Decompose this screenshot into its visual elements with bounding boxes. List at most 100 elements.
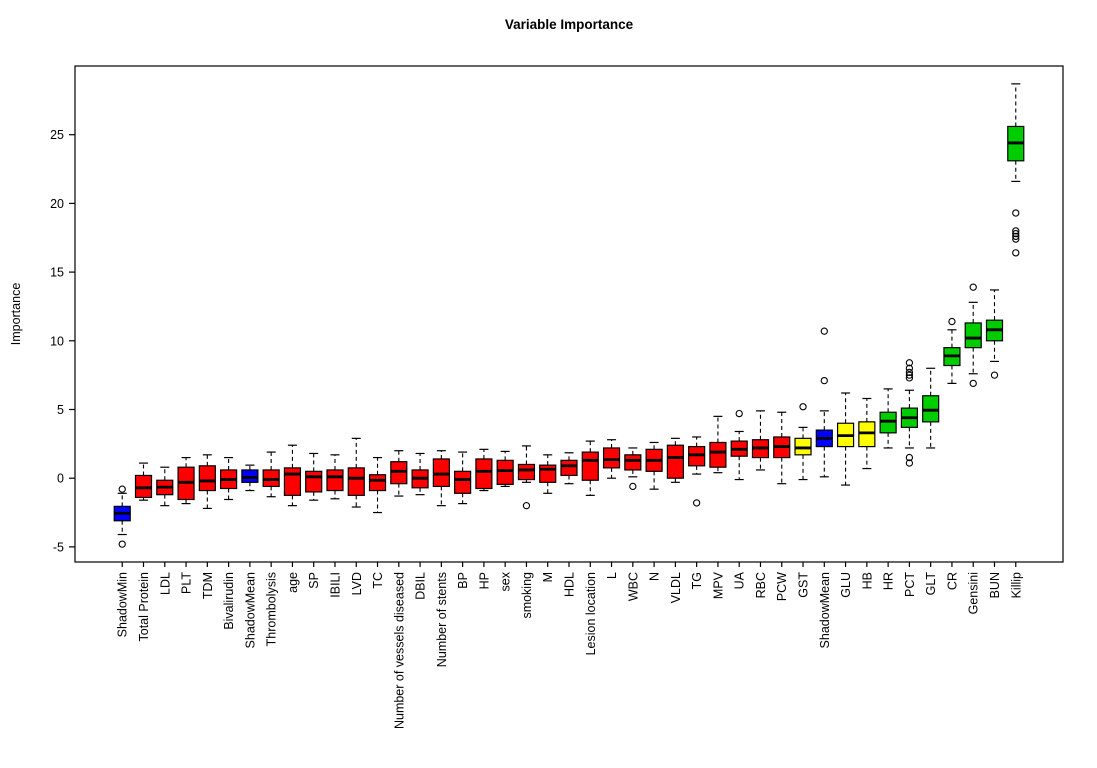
boxplot-thrombolysis: Thrombolysis — [262, 451, 280, 646]
outlier-point — [990, 371, 999, 379]
x-tick-label: Bivalirudin — [222, 572, 236, 630]
x-tick-label: Thrombolysis — [265, 572, 279, 646]
x-tick-label: VLDL — [669, 572, 683, 603]
boxplot-n: N — [645, 441, 663, 581]
boxplot-ua: UA — [730, 409, 748, 589]
x-tick-label: PCT — [903, 572, 917, 597]
y-axis-label: Importance — [9, 283, 23, 346]
x-tick-label: LVD — [350, 572, 364, 595]
boxplot-sex: sex — [496, 450, 514, 591]
boxplot-mpv: MPV — [709, 415, 727, 599]
x-tick-label: CR — [945, 572, 959, 590]
boxplot-lesion-location: Lesion location — [581, 440, 599, 655]
boxplot-hb: HB — [858, 397, 876, 589]
x-tick-label: HP — [477, 572, 491, 589]
outlier-point — [1012, 232, 1020, 241]
boxplot-total-protein: Total Protein — [134, 462, 153, 642]
boxplot-gst: GST — [794, 403, 812, 598]
x-tick-label: smoking — [520, 572, 534, 619]
outlier-point — [692, 499, 701, 507]
outlier-point — [905, 368, 914, 377]
boxplot-number-of-vessels-diseased: Number of vessels diseased — [390, 450, 408, 729]
boxplot-gensini: Gensini — [964, 283, 982, 614]
x-tick-label: BP — [456, 572, 470, 589]
boxplot-number-of-stents: Number of stents — [432, 450, 450, 667]
outlier-point — [905, 364, 914, 372]
boxplot-wbc: WBC — [624, 447, 642, 601]
x-tick-label: L — [605, 572, 619, 579]
boxplot-lvd: LVD — [347, 437, 365, 595]
outlier-point — [905, 359, 914, 367]
outlier-point — [118, 540, 126, 548]
outlier-point — [905, 459, 914, 467]
boxplot-hdl: HDL — [560, 452, 578, 597]
y-tick-label: 20 — [50, 197, 64, 211]
plot-area: -5 0 5 10 15 20 25 ShadowMin Total Protein LDL PLT… — [50, 65, 1064, 729]
y-tick-label: 0 — [57, 472, 64, 486]
x-tick-label: SP — [307, 572, 321, 589]
boxplot-glu: GLU — [836, 392, 855, 598]
x-tick-label: TDM — [201, 572, 215, 599]
x-tick-label: GST — [797, 572, 811, 598]
outlier-point — [820, 327, 828, 335]
boxplot-age: age — [283, 444, 302, 593]
outlier-point — [1012, 249, 1020, 257]
boxplot-shadowmean: ShadowMean — [815, 327, 833, 648]
boxplot-hr: HR — [879, 388, 897, 590]
boxplot-killip: Killip — [1007, 83, 1025, 598]
boxplot-plt: PLT — [177, 456, 195, 594]
outlier-point — [1012, 235, 1020, 243]
boxplot-shadowmin: ShadowMin — [113, 485, 131, 637]
outlier-point — [1012, 229, 1020, 238]
y-tick-label: 25 — [50, 128, 64, 142]
boxplot-dbil: DBIL — [411, 452, 429, 600]
x-tick-label: ShadowMean — [818, 572, 832, 648]
x-tick-label: HDL — [563, 572, 577, 597]
x-tick-label: Gensini — [967, 572, 981, 614]
boxplot-tc: TC — [368, 456, 387, 589]
x-tick-label: sex — [499, 571, 513, 591]
boxplot-hp: HP — [475, 448, 493, 589]
x-tick-label: ShadowMean — [243, 572, 257, 648]
x-tick-label: ShadowMin — [116, 572, 130, 637]
chart-title: Variable Importance — [505, 17, 634, 32]
outlier-point — [820, 376, 828, 385]
boxplot-l: L — [602, 439, 621, 579]
x-tick-label: IBILI — [328, 572, 342, 598]
x-tick-label: HB — [860, 572, 874, 589]
y-tick-label: 15 — [50, 266, 64, 280]
x-tick-label: UA — [733, 571, 747, 589]
boxplot-glt: GLT — [922, 367, 940, 595]
boxplot-ibili: IBILI — [326, 454, 344, 598]
x-tick-label: N — [648, 572, 662, 581]
boxplot-ldl: LDL — [156, 466, 174, 595]
x-tick-label: LDL — [158, 572, 172, 595]
x-tick-label: BUN — [988, 572, 1002, 598]
x-tick-label: PCW — [775, 572, 789, 601]
boxplot-bp: BP — [454, 451, 472, 589]
x-tick-label: GLU — [839, 572, 853, 598]
x-tick-label: Number of vessels diseased — [392, 572, 406, 729]
boxplot-pcw: PCW — [773, 411, 791, 601]
boxplot-tdm: TDM — [198, 454, 216, 599]
boxplot-m: M — [539, 454, 557, 582]
boxplot-bivalirudin: Bivalirudin — [220, 456, 238, 630]
boxplot-bun: BUN — [985, 289, 1004, 598]
x-tick-label: MPV — [711, 571, 725, 599]
x-tick-label: RBC — [754, 572, 768, 598]
x-tick-label: DBIL — [414, 572, 428, 600]
x-tick-label: TG — [690, 572, 704, 589]
boxplot-shadowmean: ShadowMean — [241, 464, 259, 648]
x-tick-label: TC — [371, 572, 385, 589]
boxplot-tg: TG — [688, 436, 706, 589]
x-tick-label: Number of stents — [435, 572, 449, 667]
outlier-point — [735, 409, 743, 418]
outlier-point — [905, 371, 914, 379]
x-tick-label: Lesion location — [584, 572, 598, 655]
outlier-point — [969, 283, 977, 291]
x-tick-label: Killip — [1009, 572, 1023, 598]
outlier-point — [948, 317, 956, 326]
outlier-point — [799, 403, 807, 411]
x-tick-label: Total Protein — [137, 572, 151, 642]
